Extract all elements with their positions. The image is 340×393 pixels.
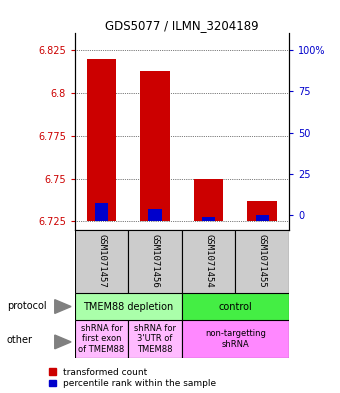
Text: GSM1071456: GSM1071456: [151, 235, 159, 288]
Text: GSM1071455: GSM1071455: [258, 235, 267, 288]
Bar: [194, 179, 223, 221]
Text: protocol: protocol: [7, 301, 47, 311]
Text: non-targetting
shRNA: non-targetting shRNA: [205, 329, 266, 349]
Bar: [182, 320, 289, 358]
Text: GSM1071457: GSM1071457: [97, 235, 106, 288]
Bar: [182, 293, 289, 320]
Bar: [256, 215, 269, 221]
Bar: [87, 59, 116, 221]
Bar: [235, 230, 289, 293]
Text: TMEM88 depletion: TMEM88 depletion: [83, 301, 173, 312]
Text: shRNA for
3'UTR of
TMEM88: shRNA for 3'UTR of TMEM88: [134, 324, 176, 354]
Bar: [140, 71, 170, 221]
Polygon shape: [55, 299, 71, 314]
Text: other: other: [7, 335, 33, 345]
Bar: [248, 201, 277, 221]
Bar: [202, 217, 215, 221]
Text: shRNA for
first exon
of TMEM88: shRNA for first exon of TMEM88: [79, 324, 125, 354]
Bar: [75, 230, 129, 293]
Bar: [95, 204, 108, 221]
Bar: [149, 209, 162, 221]
Legend: transformed count, percentile rank within the sample: transformed count, percentile rank withi…: [49, 368, 216, 389]
Text: GSM1071454: GSM1071454: [204, 235, 213, 288]
Bar: [129, 320, 182, 358]
Bar: [129, 230, 182, 293]
Text: control: control: [219, 301, 252, 312]
Bar: [75, 320, 129, 358]
Title: GDS5077 / ILMN_3204189: GDS5077 / ILMN_3204189: [105, 19, 259, 32]
Bar: [75, 293, 182, 320]
Bar: [182, 230, 235, 293]
Polygon shape: [55, 335, 71, 349]
